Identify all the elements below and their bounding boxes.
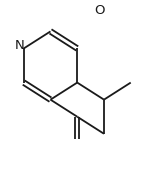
Text: N: N <box>15 39 25 52</box>
Text: O: O <box>94 4 105 17</box>
